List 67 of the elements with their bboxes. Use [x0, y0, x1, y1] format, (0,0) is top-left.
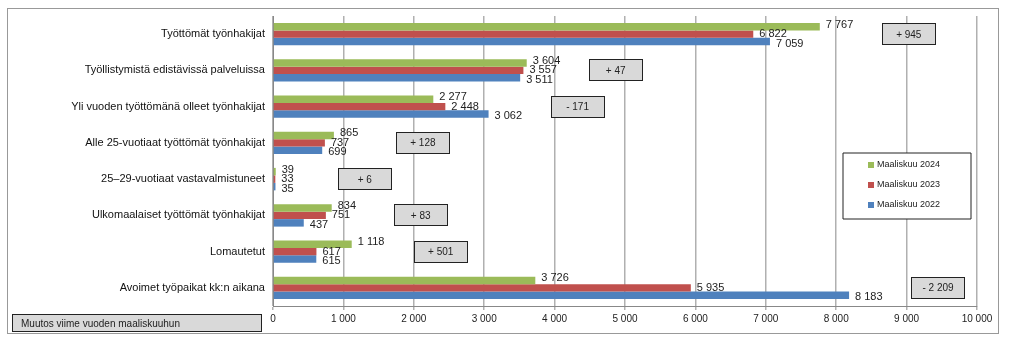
bar: [273, 291, 850, 300]
x-tick-label: 3 000: [471, 312, 498, 324]
bar: [273, 255, 317, 263]
bar: [273, 139, 325, 147]
x-tick-label: 8 000: [823, 312, 850, 324]
bar: [273, 95, 434, 103]
bar: [273, 204, 332, 212]
data-label: 617: [322, 244, 341, 257]
data-label: 437: [309, 217, 329, 230]
text-box: + 945: [881, 23, 936, 46]
y-tick-label: Avoimet työpaikat kk:n aikana: [119, 280, 266, 293]
data-label: 1 118: [357, 235, 385, 248]
data-label: 8 183: [855, 290, 883, 303]
data-label: 699: [328, 145, 347, 158]
data-label: 834: [337, 198, 357, 211]
data-label: 615: [322, 254, 341, 267]
bar: [273, 276, 536, 285]
bar: [273, 131, 334, 140]
bar: [273, 66, 524, 75]
text-box: + 83: [393, 204, 448, 227]
y-tick-label: Yli vuoden työttömänä olleet työnhakijat: [71, 99, 265, 112]
bar: [273, 102, 446, 111]
bar: [273, 219, 304, 227]
bar: [273, 110, 489, 118]
text-box: + 47: [588, 59, 643, 82]
legend-label: Maaliskuu 2024: [877, 159, 941, 170]
data-label: 751: [331, 208, 351, 221]
bar: [273, 37, 770, 46]
x-tick-label: 7 000: [753, 312, 779, 324]
x-tick-label: 0: [270, 312, 277, 324]
y-tick-label: Työllistymistä edistävissä palveluissa: [84, 63, 266, 76]
y-tick-label: Työttömät työnhakijat: [161, 27, 265, 40]
y-tick-label: Ulkomaalaiset työttömät työnhakijat: [91, 208, 265, 221]
bar: [273, 247, 317, 256]
text-box: + 501: [413, 240, 468, 263]
legend-label: Maaliskuu 2022: [877, 199, 941, 210]
text-box: + 128: [395, 131, 450, 154]
x-tick-label: 6 000: [682, 312, 709, 324]
data-label: 7 767: [825, 17, 854, 30]
y-tick-label: Lomautetut: [209, 244, 265, 257]
bar: [273, 240, 352, 248]
data-label: 5 935: [696, 280, 725, 293]
data-label: 39: [281, 162, 294, 175]
data-label: 3 604: [532, 53, 561, 66]
legend-label: Maaliskuu 2023: [877, 179, 941, 190]
bar: [273, 284, 691, 292]
bar: [273, 211, 326, 220]
bar: [273, 22, 820, 31]
text-box: Muutos viime vuoden maaliskuuhun: [12, 314, 262, 332]
x-tick-label: 2 000: [401, 312, 427, 324]
data-label: 3 726: [541, 271, 569, 284]
text-box: + 6: [337, 168, 392, 191]
y-tick-label: Alle 25-vuotiaat työttömät työnhakijat: [85, 135, 265, 148]
data-label: 3 062: [494, 109, 523, 122]
x-tick-label: 4 000: [542, 312, 568, 324]
text-box: - 171: [550, 95, 605, 118]
x-tick-label: 9 000: [894, 312, 920, 324]
bar: [273, 59, 527, 67]
bar: [273, 30, 754, 38]
bar: [273, 74, 521, 82]
x-tick-label: 10 000: [961, 312, 993, 324]
x-tick-label: 1 000: [330, 312, 357, 324]
y-tick-label: 25–29-vuotiaat vastavalmistuneet: [101, 172, 265, 185]
bar: [273, 167, 276, 176]
bar: [273, 146, 323, 155]
text-box: - 2 209: [911, 276, 966, 299]
x-tick-label: 5 000: [612, 312, 638, 324]
